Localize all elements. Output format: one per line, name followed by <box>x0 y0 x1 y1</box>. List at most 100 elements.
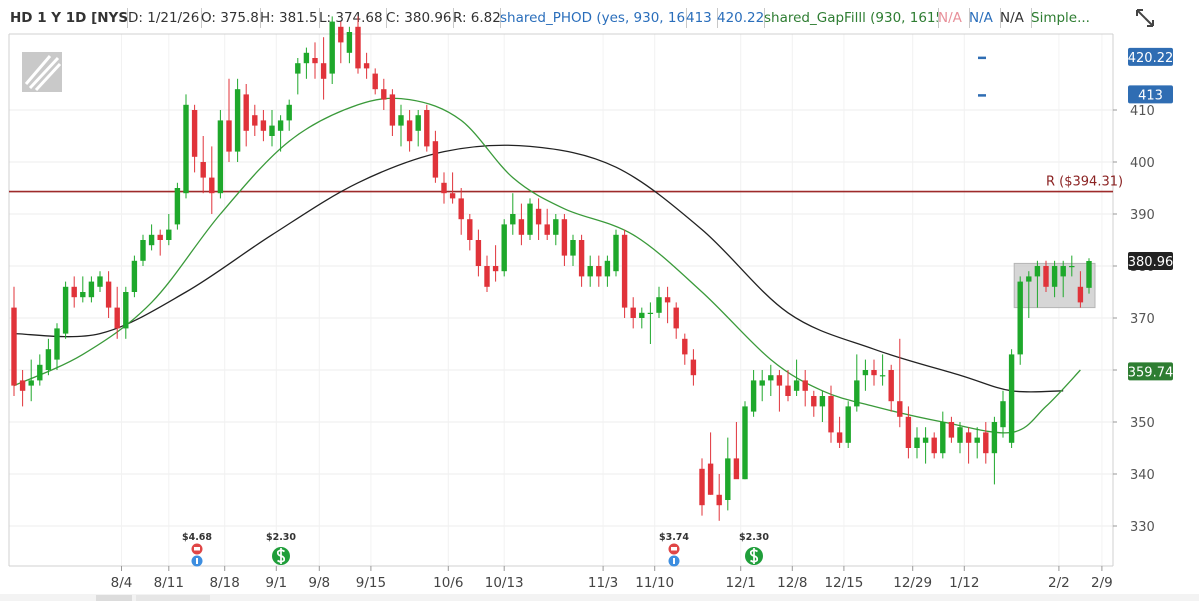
candle-body <box>888 370 894 402</box>
candle-body <box>200 162 206 178</box>
candle <box>940 411 946 459</box>
time-axis[interactable]: 8/4 8/11 8/18 9/1 9/8 9/15 10/6 10/13 11/3 11/10 1… <box>111 566 1113 591</box>
candle-body <box>544 224 550 235</box>
candle <box>114 286 120 339</box>
candle <box>200 136 206 194</box>
candle <box>785 370 791 402</box>
dividend-amount: $2.30 <box>739 532 769 543</box>
candle <box>793 359 800 396</box>
candle <box>355 16 361 74</box>
candle <box>131 255 138 298</box>
candle <box>845 401 851 448</box>
dividend-marker[interactable]: $4.68 <box>182 532 212 567</box>
candle <box>750 370 757 417</box>
candle-body <box>871 370 877 376</box>
candle-body <box>570 240 576 256</box>
candles <box>11 16 1092 521</box>
candle-body <box>690 359 697 376</box>
candle-body <box>604 260 611 277</box>
candle-body <box>991 422 998 454</box>
home-depot-logo <box>22 52 62 92</box>
dividend-marker[interactable]: $2.30 <box>739 532 769 565</box>
phod-study-label[interactable]: shared_PHOD (yes, 930, 1600) <box>496 8 687 28</box>
candle-body <box>682 338 688 355</box>
candle-body <box>80 292 86 298</box>
candle <box>1077 271 1084 308</box>
candle <box>871 359 877 386</box>
candle <box>639 307 645 329</box>
dividend-marker[interactable]: $2.30 <box>266 532 296 565</box>
low-readout: L: 374.68 <box>315 8 387 28</box>
candle-body <box>415 115 421 131</box>
candle-body <box>363 63 370 69</box>
candle-body <box>854 380 860 407</box>
candle <box>217 110 224 199</box>
candle <box>553 214 559 246</box>
candle <box>312 42 318 79</box>
candle-body <box>166 229 172 240</box>
candle-body <box>54 328 60 360</box>
y-tick-label: 400 <box>1130 156 1155 171</box>
candle <box>578 234 585 287</box>
scroll-track <box>136 595 210 601</box>
candle <box>441 172 447 204</box>
candle-body <box>148 234 155 246</box>
phod-value-low: 413 <box>682 8 718 28</box>
candle-body <box>243 94 249 131</box>
candle <box>389 89 396 136</box>
resistance-label: R ($394.31) <box>1046 175 1123 190</box>
plot-frame <box>8 33 1114 567</box>
candle <box>854 354 860 412</box>
candle-body <box>1026 276 1032 282</box>
symbol-label[interactable]: HD 1 Y 1D [NYSE] <box>6 8 128 28</box>
candle <box>948 416 955 443</box>
candle <box>295 58 301 95</box>
resistance-line: R ($394.31) <box>9 175 1123 193</box>
sma-value-badge-label: 359.74 <box>1128 365 1174 380</box>
candle-body <box>1008 354 1015 443</box>
candle <box>252 104 258 136</box>
candle <box>1034 260 1041 308</box>
info-icon-glyph <box>673 558 675 564</box>
sma-slow-line <box>13 144 1064 393</box>
dividend-marker[interactable]: $3.74 <box>659 532 689 567</box>
candle-body <box>983 432 989 454</box>
collapse-arrows-icon[interactable] <box>1131 4 1159 32</box>
dividend-amount: $2.30 <box>266 532 296 543</box>
x-tick-label: 11/3 <box>588 575 618 591</box>
candle <box>759 370 765 402</box>
close-readout: C: 380.96 <box>382 8 454 28</box>
date-readout: D: 1/21/26 <box>124 8 202 28</box>
candle-body <box>1077 286 1084 303</box>
x-tick-label: 8/4 <box>111 575 133 591</box>
candle <box>226 78 232 162</box>
candle-body <box>621 234 628 308</box>
candle-body <box>819 396 826 407</box>
candle <box>501 219 507 277</box>
candle-body <box>561 219 568 256</box>
candle-body <box>1017 281 1023 355</box>
candle <box>372 68 378 95</box>
candle-body <box>174 188 181 225</box>
candle <box>449 172 456 204</box>
y-tick-label: 410 <box>1130 104 1155 119</box>
candle <box>596 255 602 287</box>
candle-body <box>140 240 146 261</box>
phod-markers <box>978 56 986 97</box>
candle-body <box>931 437 937 454</box>
phod-high-badge-bg <box>1128 47 1173 66</box>
candle <box>157 229 163 256</box>
candle <box>914 427 920 459</box>
footer-strip <box>0 594 1199 601</box>
candle-body <box>639 312 645 318</box>
candle <box>424 104 430 152</box>
candle-body <box>355 26 361 69</box>
x-tick-label: 12/1 <box>726 575 756 591</box>
candle <box>1069 255 1075 277</box>
gapfill-study-label[interactable]: shared_GapFilll (930, 1615) <box>760 8 939 28</box>
phod-low-badge-label: 413 <box>1138 88 1163 103</box>
candle <box>931 432 937 459</box>
simple-study-label[interactable]: Simple... <box>1031 10 1090 26</box>
price-axis[interactable]: 330340350360370380390400410 <box>1113 104 1155 535</box>
